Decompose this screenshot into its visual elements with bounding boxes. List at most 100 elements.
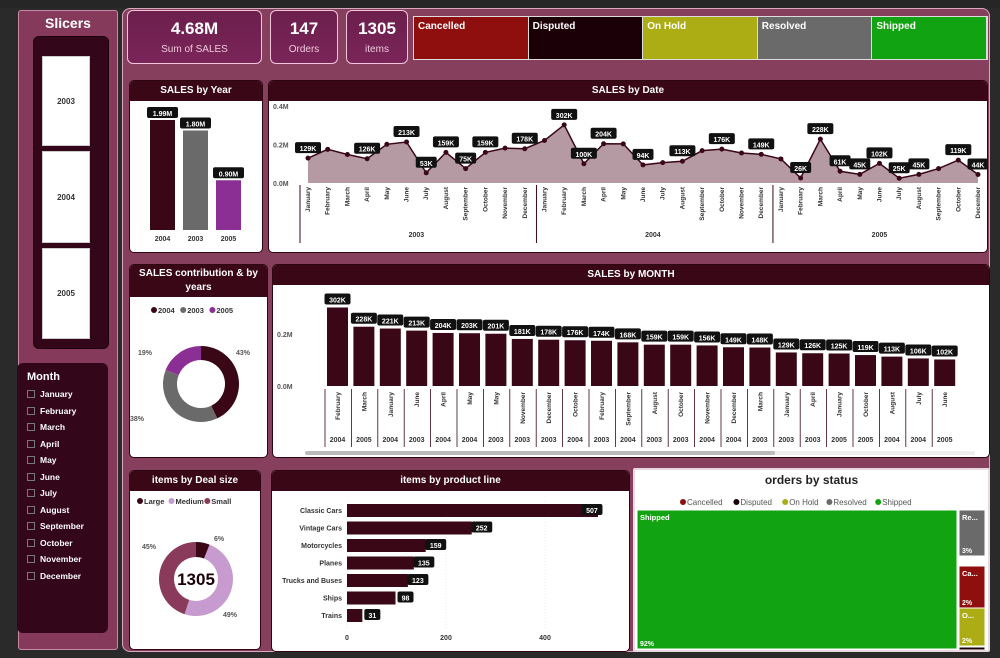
- treemap-tile-resolved[interactable]: [958, 509, 986, 557]
- checkbox[interactable]: [27, 390, 35, 398]
- date-data-label-bg: [669, 145, 696, 157]
- month-option-april[interactable]: April: [27, 439, 59, 449]
- year-axis-label: 2003: [488, 437, 504, 444]
- year-data-label-bg: [180, 117, 211, 129]
- category-label: Planes: [319, 561, 342, 568]
- checkbox[interactable]: [27, 505, 35, 514]
- x-tick-label: 0: [345, 635, 349, 642]
- status-tile-disputed[interactable]: Disputed: [528, 17, 644, 59]
- treemap-tile-shipped[interactable]: [636, 509, 958, 650]
- legend-marker: [204, 498, 211, 504]
- month-axis-label: October: [955, 187, 962, 212]
- month-option-september[interactable]: September: [27, 521, 84, 531]
- legend-marker: [875, 499, 882, 505]
- date-data-label-bg: [570, 147, 597, 159]
- month-axis-label: January: [778, 187, 785, 212]
- year-group-label: 2004: [645, 232, 661, 239]
- month-option-july[interactable]: July: [27, 488, 57, 498]
- month-option-december[interactable]: December: [27, 571, 81, 581]
- month-option-october[interactable]: October: [27, 538, 73, 548]
- month-bar: [617, 342, 639, 386]
- status-tile-on-hold[interactable]: On Hold: [643, 17, 758, 59]
- month-data-label-bg: [350, 312, 377, 324]
- legend-marker: [733, 499, 740, 505]
- slice-label: 38%: [130, 416, 145, 423]
- product-data-label: 123: [412, 578, 424, 585]
- checkbox[interactable]: [27, 472, 35, 481]
- date-data-label-bg: [590, 127, 617, 139]
- legend-label: 2003: [187, 306, 204, 315]
- month-data-label-bg: [614, 328, 641, 340]
- kpi-value: 147: [289, 19, 319, 38]
- category-label: Vintage Cars: [299, 526, 342, 533]
- month-option-january[interactable]: January: [27, 389, 73, 399]
- scrollbar-thumb[interactable]: [305, 451, 775, 455]
- checkbox[interactable]: [27, 406, 35, 415]
- data-point: [837, 168, 843, 174]
- month-axis-label: March: [817, 187, 824, 206]
- month-axis-label: April: [441, 392, 448, 407]
- treemap-tile-cancelled[interactable]: [958, 565, 986, 609]
- month-slicer-title: Month: [27, 371, 60, 383]
- year-axis-label: 2004: [330, 437, 346, 444]
- checkbox[interactable]: [27, 439, 35, 448]
- checkbox[interactable]: [27, 522, 35, 530]
- date-data-label: 45K: [853, 162, 866, 169]
- year-tile-2004[interactable]: 2004: [42, 151, 90, 243]
- month-data-label-bg: [720, 333, 747, 345]
- data-point: [620, 141, 626, 147]
- checkbox[interactable]: [27, 489, 35, 497]
- data-point: [936, 166, 942, 172]
- month-axis-label: June: [640, 187, 647, 203]
- status-tile-cancelled[interactable]: Cancelled: [414, 17, 529, 59]
- tile-percent: 3%: [962, 548, 973, 555]
- month-data-label-bg: [905, 344, 932, 356]
- month-data-label: 129K: [778, 342, 795, 349]
- month-data-label-bg: [562, 326, 589, 338]
- status-tile-resolved[interactable]: Resolved: [757, 17, 873, 59]
- month-data-label: 181K: [514, 329, 531, 336]
- product-data-label-bg: [413, 556, 435, 568]
- date-data-label-bg: [849, 158, 871, 170]
- month-option-february[interactable]: February: [27, 406, 76, 416]
- x-tick-label: 400: [539, 635, 551, 642]
- month-option-november[interactable]: November: [27, 554, 82, 564]
- year-axis-label: 2003: [673, 437, 689, 444]
- month-axis-label: April: [837, 187, 844, 202]
- checkbox[interactable]: [27, 571, 35, 580]
- date-data-label-bg: [866, 147, 893, 159]
- year-tile-2005[interactable]: 2005: [42, 248, 90, 339]
- checkbox[interactable]: [27, 538, 35, 547]
- legend-marker: [209, 307, 216, 313]
- checkbox[interactable]: [27, 555, 35, 563]
- month-axis-label: November: [705, 392, 712, 424]
- month-bar: [459, 333, 480, 386]
- month-slicer: Month January February March April May June Ju…: [17, 363, 108, 633]
- treemap-tile-disputed[interactable]: [958, 646, 986, 650]
- date-data-label-bg: [472, 136, 499, 148]
- month-bar: [670, 344, 692, 386]
- month-option-august[interactable]: August: [27, 505, 69, 515]
- sales-by-date-card: SALES by Date 0.0M 0.2M 0.4M 2003 2004 2005 Jan…: [268, 80, 988, 253]
- year-tile-2003[interactable]: 2003: [42, 56, 90, 146]
- month-option-march[interactable]: March: [27, 422, 65, 432]
- checkbox[interactable]: [27, 456, 35, 464]
- date-data-label-bg: [790, 161, 812, 173]
- month-bar: [406, 330, 428, 386]
- month-option-june[interactable]: June: [27, 472, 60, 482]
- month-option-may[interactable]: May: [27, 455, 57, 465]
- month-label: March: [40, 422, 66, 432]
- checkbox[interactable]: [27, 423, 35, 431]
- date-data-label-bg: [708, 133, 735, 145]
- year-axis-label: 2004: [911, 437, 927, 444]
- year-axis-label: 2003: [752, 437, 768, 444]
- date-data-label: 75K: [459, 157, 472, 164]
- year-data-label: 0.90M: [219, 171, 239, 178]
- status-tile-shipped[interactable]: Shipped: [872, 17, 987, 59]
- product-bar: [347, 521, 472, 535]
- date-data-label-bg: [829, 155, 851, 167]
- treemap-tile-on-hold[interactable]: [958, 607, 986, 647]
- product-bar: [347, 609, 363, 622]
- month-bar: [934, 359, 956, 386]
- date-data-label: 204K: [595, 132, 612, 139]
